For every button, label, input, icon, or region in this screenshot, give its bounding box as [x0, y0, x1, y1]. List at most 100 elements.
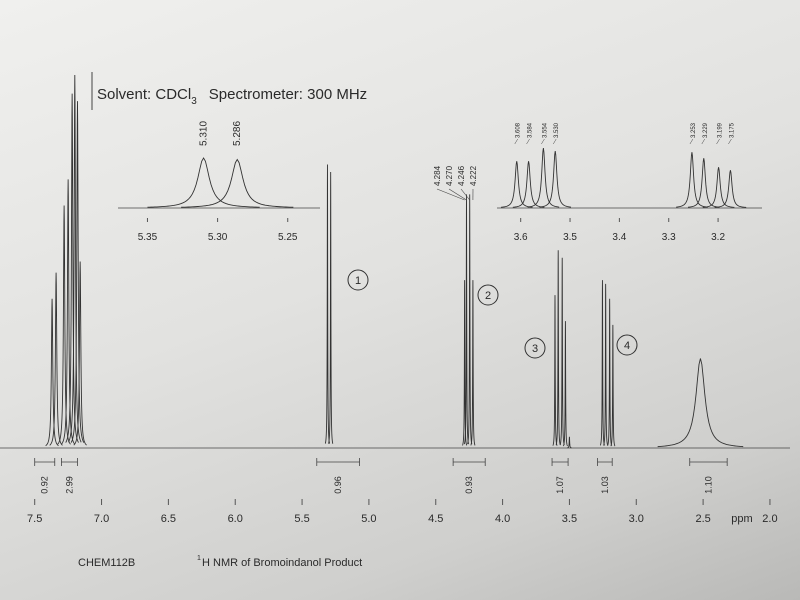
inset-peak-label: 3.229 [703, 122, 709, 138]
peak [73, 261, 87, 446]
integral-value: 0.96 [333, 476, 343, 494]
inset-peak [181, 158, 294, 208]
peak [328, 171, 334, 444]
inset-peak [512, 161, 545, 208]
inset-peak-connector [728, 138, 732, 145]
integral-bracket [34, 458, 56, 466]
inset-peak [676, 152, 708, 208]
title-subscript: 3 [191, 96, 197, 107]
integral-bracket [316, 458, 360, 466]
peak-label: 4.270 [445, 165, 454, 186]
signal-circle [477, 284, 499, 306]
inset-peak [500, 161, 533, 208]
signal-circle [524, 337, 546, 359]
peak-label-connector [436, 188, 465, 201]
peak [470, 280, 476, 446]
signal-circle [616, 334, 638, 356]
inset-peak [714, 170, 747, 208]
x-tick-label: 5.5 [294, 513, 309, 525]
peak [559, 257, 565, 446]
integral-bracket [597, 458, 613, 466]
inset-peak-label: 3.199 [718, 122, 724, 138]
signal-label: 3 [532, 343, 538, 355]
inset-peak-label: 3.253 [691, 122, 697, 138]
inset-peak-connector [514, 138, 518, 145]
inset-peak [687, 158, 720, 208]
x-tick-label: 3.5 [562, 513, 577, 525]
x-tick-label: 7.5 [27, 513, 42, 525]
inset-peak-connector [689, 138, 694, 145]
peak [552, 295, 558, 446]
x-tick-label: 4.0 [495, 513, 510, 525]
inset-peak [539, 150, 572, 208]
title-spectrometer: Spectrometer: 300 MHz [209, 86, 367, 103]
inset-peak-label: 3.584 [528, 122, 534, 138]
integral-value: 0.92 [40, 476, 50, 494]
inset-peak-connector [716, 138, 720, 145]
inset-peak-label: 3.554 [542, 122, 548, 138]
peak-label: 4.284 [433, 165, 442, 186]
integral-value: 1.10 [703, 476, 713, 494]
x-tick-label: 2.5 [695, 513, 710, 525]
x-tick-label: 6.5 [161, 513, 176, 525]
peak [324, 164, 331, 444]
integral-value: 1.03 [600, 476, 610, 494]
inset-peak-connector [553, 138, 557, 145]
x-tick-label: 2.0 [762, 513, 777, 525]
footer-superscript: 1 [197, 555, 201, 562]
integral-value: 2.99 [64, 476, 74, 494]
x-tick-label: 4.5 [428, 513, 443, 525]
inset-x-tick-label: 3.2 [711, 232, 725, 243]
peak [603, 283, 609, 446]
peak [70, 101, 85, 443]
integral-bracket [61, 458, 78, 466]
peak [65, 93, 79, 443]
integral-bracket [551, 458, 569, 466]
title-solvent: Solvent: CDCl [97, 86, 191, 103]
peak [67, 74, 82, 443]
inset-peak-label: 5.310 [199, 121, 210, 146]
x-tick-label: 3.0 [629, 513, 644, 525]
peak [467, 194, 473, 445]
peak [45, 298, 59, 447]
x-axis-label: ppm [731, 513, 752, 525]
inset-x-tick-label: 3.6 [514, 232, 528, 243]
peak [567, 436, 572, 449]
inset-x-tick-label: 3.3 [662, 232, 676, 243]
footer-caption: H NMR of Bromoindanol Product [202, 557, 362, 569]
peak [462, 280, 468, 446]
peak [607, 298, 613, 446]
peak-label-connector [460, 188, 470, 201]
peak [49, 272, 63, 446]
signal-label: 2 [485, 290, 491, 302]
inset-x-tick-label: 5.35 [138, 232, 158, 243]
peak [657, 358, 744, 448]
integral-value: 0.93 [464, 476, 474, 494]
x-tick-label: 6.0 [228, 513, 243, 525]
inset-peak-connector [526, 138, 530, 145]
inset-peak [527, 147, 560, 208]
inset-x-tick-label: 5.30 [208, 232, 228, 243]
chart-title: Solvent: CDCl3 Spectrometer: 300 MHz [97, 86, 367, 107]
x-tick-label: 5.0 [361, 513, 376, 525]
x-tick-label: 7.0 [94, 513, 109, 525]
integral-bracket [452, 458, 486, 466]
peak [562, 321, 568, 447]
peak [555, 250, 561, 446]
inset-peak [702, 167, 735, 208]
peak [599, 280, 606, 446]
inset-x-tick-label: 3.4 [612, 232, 626, 243]
integral-value: 1.07 [555, 476, 565, 494]
peak-label: 4.246 [457, 165, 466, 186]
inset-x-tick-label: 3.5 [563, 232, 577, 243]
inset-peak-label: 5.286 [232, 121, 243, 146]
peak-label-connector [448, 188, 467, 201]
peak [610, 324, 616, 447]
signal-label: 4 [624, 340, 630, 352]
inset-peak [147, 157, 260, 208]
inset-peak-label: 3.530 [554, 122, 560, 138]
integral-bracket [689, 458, 728, 466]
inset-peak-label: 3.175 [729, 122, 735, 138]
